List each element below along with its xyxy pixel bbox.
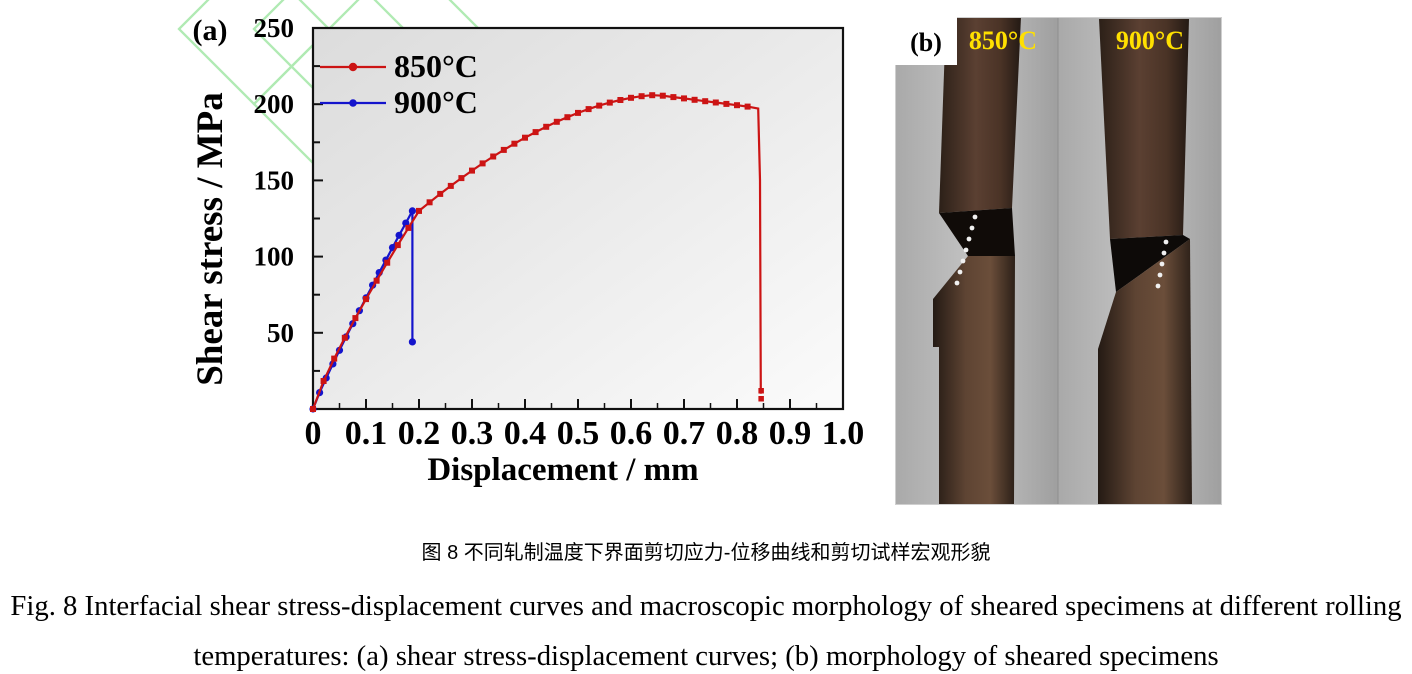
svg-text:200: 200 [254,89,295,119]
svg-text:Displacement / mm: Displacement / mm [427,452,698,488]
svg-text:850°C: 850°C [394,48,478,84]
svg-text:100: 100 [254,242,295,272]
svg-text:0.7: 0.7 [663,415,706,452]
svg-text:0: 0 [305,415,322,452]
svg-text:0.4: 0.4 [504,415,547,452]
svg-text:0.2: 0.2 [398,415,441,452]
svg-text:0.1: 0.1 [345,415,388,452]
svg-text:(a): (a) [193,14,228,47]
svg-text:0.3: 0.3 [451,415,494,452]
svg-text:1.0: 1.0 [822,415,865,452]
svg-text:(b): (b) [910,28,942,57]
svg-text:850°C: 850°C [969,26,1037,55]
svg-text:150: 150 [254,165,295,195]
svg-text:900°C: 900°C [1116,26,1184,55]
svg-text:0.9: 0.9 [769,415,812,452]
svg-text:0.8: 0.8 [716,415,759,452]
svg-text:Shear stress / MPa: Shear stress / MPa [190,92,231,386]
svg-text:900°C: 900°C [394,84,478,120]
svg-text:0.5: 0.5 [557,415,600,452]
svg-text:0.6: 0.6 [610,415,653,452]
svg-text:50: 50 [267,318,294,348]
svg-text:250: 250 [254,13,295,43]
